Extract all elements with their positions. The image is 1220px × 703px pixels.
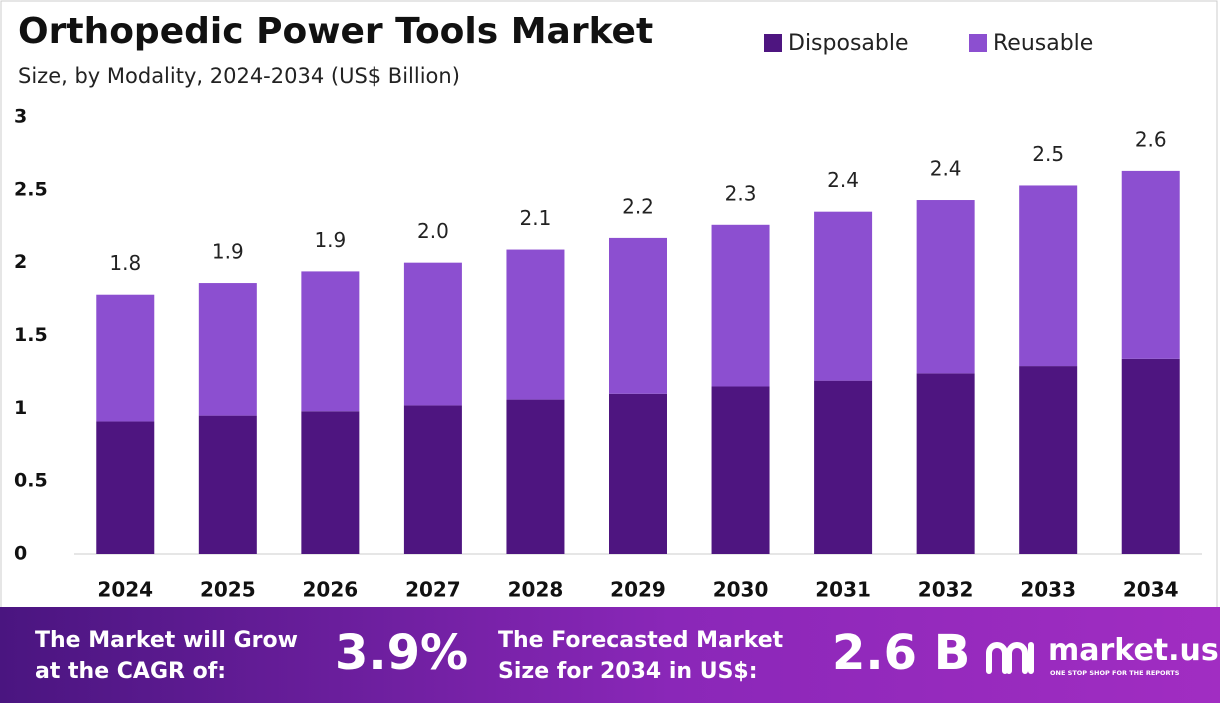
legend-swatch bbox=[969, 34, 987, 52]
cagr-text: The Market will Grow at the CAGR of: bbox=[35, 628, 298, 684]
bar-segment bbox=[198, 415, 257, 554]
tagline: ONE STOP SHOP FOR THE REPORTS bbox=[1050, 669, 1180, 677]
total-label: 2.4 bbox=[827, 168, 859, 192]
bar-segment bbox=[916, 373, 975, 554]
chart: Orthopedic Power Tools Market Size, by M… bbox=[0, 0, 1218, 662]
bar-segment bbox=[301, 411, 360, 554]
bar-segment bbox=[96, 421, 155, 554]
bar-segment bbox=[1121, 358, 1180, 554]
chart-title: Orthopedic Power Tools Market bbox=[18, 11, 653, 52]
y-tick-label: 1.5 bbox=[14, 324, 48, 346]
bar-segment bbox=[814, 380, 873, 554]
bar-segment bbox=[1019, 185, 1078, 367]
x-tick-label: 2030 bbox=[713, 578, 769, 602]
forecast-text: The Forecasted Market Size for 2034 in U… bbox=[498, 628, 784, 684]
total-label: 2.2 bbox=[622, 194, 654, 218]
bar-segment bbox=[96, 294, 155, 422]
y-tick-label: 0.5 bbox=[14, 470, 48, 492]
x-tick-label: 2033 bbox=[1020, 578, 1076, 602]
chart-subtitle: Size, by Modality, 2024-2034 (US$ Billio… bbox=[18, 64, 460, 88]
x-tick-label: 2029 bbox=[610, 578, 666, 602]
bar-segment bbox=[301, 271, 360, 412]
bar-segment bbox=[506, 399, 565, 554]
y-tick-label: 2.5 bbox=[14, 178, 48, 200]
legend-swatch bbox=[764, 34, 782, 52]
total-label: 2.5 bbox=[1032, 142, 1064, 166]
legend-label: Disposable bbox=[788, 31, 909, 56]
bar-segment bbox=[814, 211, 873, 381]
logo-icon bbox=[986, 642, 1034, 674]
x-tick-label: 2031 bbox=[815, 578, 871, 602]
x-tick-label: 2025 bbox=[200, 578, 256, 602]
total-label: 1.9 bbox=[314, 228, 346, 252]
legend-label: Reusable bbox=[993, 31, 1093, 56]
bar-segment bbox=[609, 393, 667, 554]
x-tick-label: 2027 bbox=[405, 578, 461, 602]
x-tick-label: 2026 bbox=[303, 578, 359, 602]
bar-segment bbox=[916, 200, 975, 374]
bar-segment bbox=[403, 405, 462, 554]
bar-segment bbox=[403, 262, 462, 406]
bar-segment bbox=[1121, 170, 1180, 359]
bar-segment bbox=[609, 237, 667, 394]
legend: Disposable Reusable bbox=[764, 31, 1093, 56]
footer-banner: The Market will Grow at the CAGR of: 3.9… bbox=[0, 607, 1220, 703]
bar-segment bbox=[1019, 366, 1078, 554]
total-label: 2.0 bbox=[417, 219, 449, 243]
bar-segment bbox=[506, 249, 565, 400]
total-label: 1.8 bbox=[109, 251, 141, 275]
x-tick-label: 2028 bbox=[508, 578, 564, 602]
y-tick-label: 2 bbox=[14, 251, 27, 273]
forecast-value: 2.6 B bbox=[832, 625, 971, 681]
total-label: 1.9 bbox=[212, 240, 244, 264]
bar-segment bbox=[711, 386, 770, 554]
bar-segment bbox=[198, 283, 257, 416]
y-tick-label: 1 bbox=[14, 397, 27, 419]
y-tick-label: 3 bbox=[14, 106, 27, 128]
total-label: 2.3 bbox=[725, 181, 757, 205]
y-tick-label: 0 bbox=[14, 543, 27, 565]
brand: market.us bbox=[1048, 633, 1219, 668]
total-label: 2.4 bbox=[930, 157, 962, 181]
bar-segment bbox=[711, 224, 770, 387]
total-label: 2.6 bbox=[1135, 127, 1167, 151]
x-tick-label: 2034 bbox=[1123, 578, 1179, 602]
cagr-value: 3.9% bbox=[335, 625, 469, 681]
x-tick-label: 2024 bbox=[97, 578, 153, 602]
x-tick-label: 2032 bbox=[918, 578, 974, 602]
total-label: 2.1 bbox=[520, 206, 552, 230]
